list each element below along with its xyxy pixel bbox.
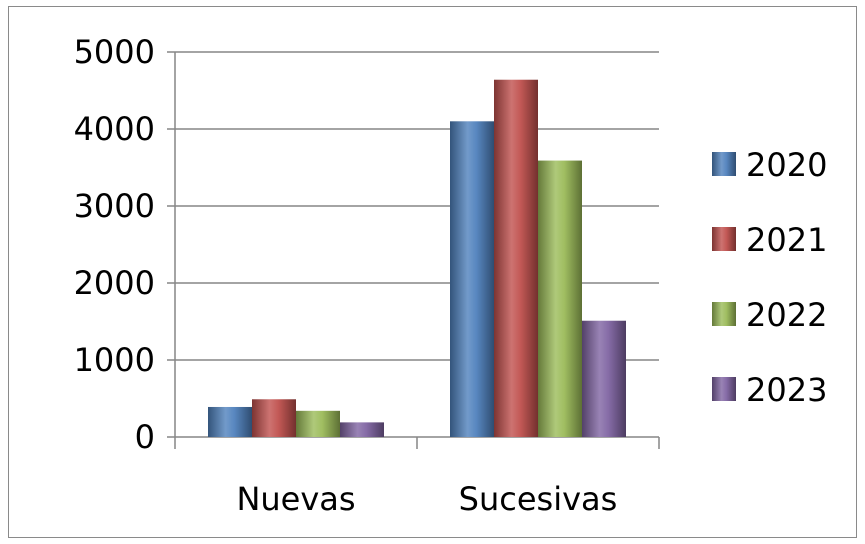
gridlines <box>175 51 659 361</box>
y-tick-label: 2000 <box>74 264 155 302</box>
legend-label: 2020 <box>746 146 827 184</box>
bars <box>208 79 626 438</box>
chart-frame <box>8 6 857 538</box>
legend-swatch <box>712 302 736 326</box>
y-axis-ticks: 0 1000 2000 3000 4000 5000 <box>74 33 155 456</box>
bar-2020-sucesivas <box>450 121 494 438</box>
bar-2020-nuevas <box>208 406 252 437</box>
y-tick-label: 3000 <box>74 187 155 225</box>
y-tick-label: 5000 <box>74 33 155 71</box>
legend-swatch <box>712 227 736 251</box>
legend-label: 2023 <box>746 371 827 409</box>
y-tick-label: 1000 <box>74 341 155 379</box>
bar-2021-nuevas <box>252 399 296 437</box>
x-category-label: Sucesivas <box>459 480 618 518</box>
y-tick-label: 4000 <box>74 110 155 148</box>
x-category-label: Nuevas <box>236 480 355 518</box>
legend: 2020 2021 2022 2023 <box>712 146 827 409</box>
bar-2023-sucesivas <box>582 320 626 437</box>
legend-swatch <box>712 152 736 176</box>
legend-label: 2022 <box>746 296 827 334</box>
x-axis-categories: Nuevas Sucesivas <box>236 480 617 518</box>
legend-swatch <box>712 377 736 401</box>
legend-label: 2021 <box>746 221 827 259</box>
bar-2022-nuevas <box>296 410 340 437</box>
bar-2021-sucesivas <box>494 79 538 437</box>
bar-2022-sucesivas <box>538 160 582 437</box>
y-tick-label: 0 <box>135 418 155 456</box>
bar-2023-nuevas <box>340 422 384 437</box>
